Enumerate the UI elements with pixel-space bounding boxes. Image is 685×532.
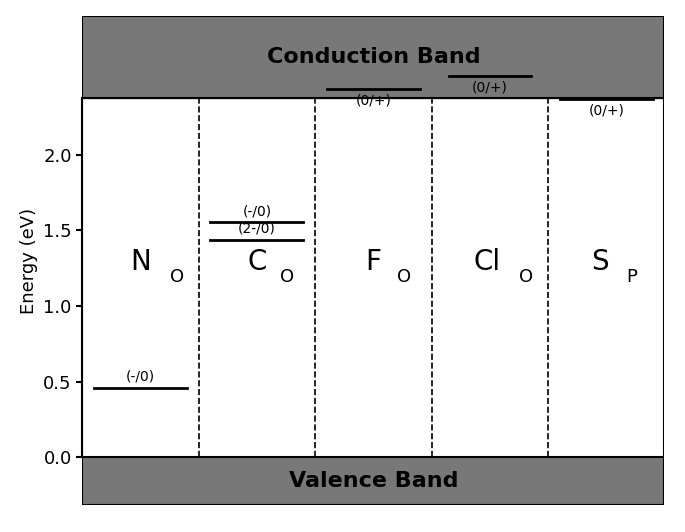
Text: O: O [397,268,411,286]
Text: Conduction Band: Conduction Band [266,47,480,66]
Text: (-/0): (-/0) [126,370,155,384]
Text: (2-/0): (2-/0) [238,222,276,236]
Text: O: O [169,268,184,286]
Text: O: O [280,268,295,286]
Text: O: O [519,268,533,286]
Text: (0/+): (0/+) [356,94,391,108]
Text: Valence Band: Valence Band [288,471,458,491]
Text: (0/+): (0/+) [588,104,624,118]
Text: (-/0): (-/0) [242,204,271,218]
Bar [82,16,664,97]
Y-axis label: Energy (eV): Energy (eV) [20,207,38,314]
Text: P: P [627,268,638,286]
Text: N: N [130,248,151,276]
Text: Cl: Cl [473,248,501,276]
Text: (0/+): (0/+) [472,81,508,95]
Text: F: F [365,248,382,276]
Text: S: S [592,248,609,276]
Bar [82,457,664,505]
Text: C: C [247,248,266,276]
